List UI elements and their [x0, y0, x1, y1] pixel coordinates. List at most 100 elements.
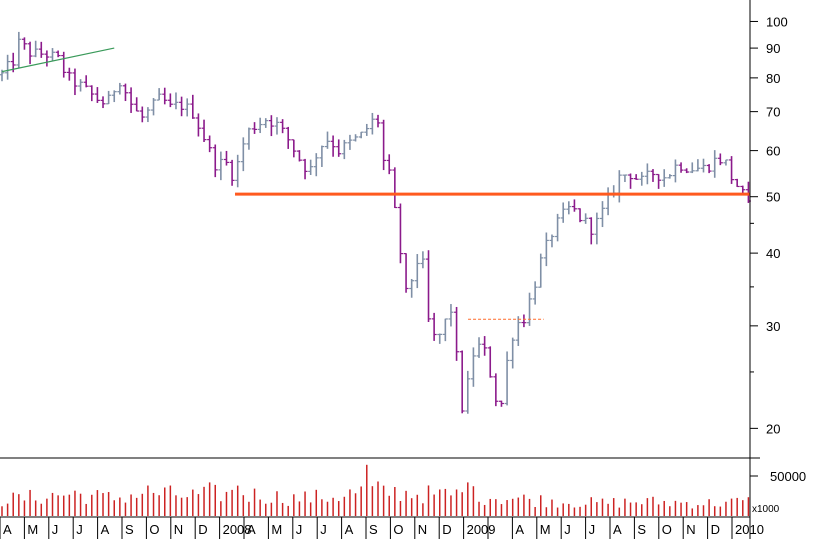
volume-multiplier-label: x1000 — [752, 504, 780, 515]
price-bar — [409, 278, 415, 298]
price-bar — [599, 201, 605, 228]
price-bar — [566, 201, 572, 215]
price-panel — [0, 31, 751, 414]
price-bar — [184, 98, 190, 117]
price-bar — [549, 234, 555, 248]
month-label: J — [589, 522, 596, 537]
month-label: O — [149, 522, 159, 537]
price-bar — [66, 67, 72, 81]
price-bar — [729, 156, 735, 184]
price-bar — [0, 69, 5, 82]
price-bar — [151, 98, 157, 116]
price-bar — [33, 40, 39, 58]
price-bar — [83, 75, 89, 88]
price-bar — [465, 370, 471, 414]
price-bar — [504, 351, 510, 406]
price-tick-label: 60 — [766, 144, 780, 159]
month-label: N — [418, 522, 427, 537]
price-bar — [375, 114, 381, 128]
price-bar — [583, 213, 589, 224]
price-bar — [319, 145, 325, 167]
price-bar — [27, 41, 33, 65]
price-bar — [498, 400, 504, 407]
price-bar — [532, 281, 538, 305]
price-bar — [61, 51, 67, 78]
month-label: M — [540, 522, 551, 537]
price-bars — [0, 31, 751, 414]
price-bar — [701, 158, 706, 173]
price-bar — [263, 118, 269, 128]
price-bar — [50, 48, 56, 62]
price-bar — [94, 87, 100, 103]
price-bar — [577, 208, 583, 223]
price-bar — [347, 134, 353, 150]
price-bar — [650, 169, 656, 182]
month-label: A — [515, 522, 524, 537]
price-bar — [695, 159, 701, 172]
price-bar — [476, 337, 482, 358]
price-bar — [16, 31, 22, 69]
price-bar — [527, 292, 533, 326]
price-bar — [588, 217, 594, 245]
price-bar — [437, 333, 443, 344]
price-bar — [285, 126, 291, 149]
month-label: M — [271, 522, 282, 537]
price-bar — [218, 151, 224, 181]
price-tick-label: 80 — [766, 71, 780, 86]
price-bar — [426, 250, 432, 322]
price-bar — [734, 178, 740, 188]
price-bar — [442, 318, 448, 342]
price-tick-label: 40 — [766, 246, 780, 261]
month-label: D — [442, 522, 451, 537]
price-bar — [706, 164, 712, 174]
price-bar — [134, 97, 140, 112]
price-tick-label: 100 — [766, 14, 788, 29]
volume-bars — [1, 464, 750, 516]
volume-axis-ticks: 50000 — [750, 469, 806, 484]
price-bar — [353, 134, 359, 142]
price-bar — [454, 306, 460, 361]
price-bar — [431, 312, 437, 341]
month-label: A — [247, 522, 256, 537]
price-tick-label: 50 — [766, 190, 780, 205]
price-bar — [240, 137, 246, 172]
price-bar — [313, 153, 319, 177]
price-bar — [201, 119, 207, 143]
price-bar — [723, 159, 729, 166]
price-tick-label: 30 — [766, 319, 780, 334]
price-bar — [274, 117, 280, 135]
price-bar — [672, 159, 678, 183]
volume-panel — [1, 464, 750, 516]
price-bar — [229, 159, 235, 186]
price-bar — [257, 117, 263, 134]
month-label: A — [3, 522, 12, 537]
price-bar — [487, 346, 493, 378]
price-bar — [100, 96, 106, 109]
price-bar — [369, 112, 375, 135]
price-bar — [633, 174, 639, 180]
price-bar — [622, 174, 628, 183]
price-bar — [414, 254, 420, 289]
price-bar — [162, 87, 168, 105]
price-bar — [358, 131, 364, 139]
price-bar — [555, 213, 561, 242]
price-bar — [128, 87, 134, 113]
price-bar — [252, 122, 258, 134]
price-bar — [459, 350, 465, 414]
month-label: 2009 — [467, 522, 496, 537]
price-bar — [628, 173, 634, 189]
price-bar — [667, 174, 673, 179]
price-bar — [296, 150, 302, 162]
price-bar — [515, 316, 521, 346]
month-label: 2008 — [223, 522, 252, 537]
price-bar — [330, 135, 336, 157]
price-bar — [89, 85, 95, 102]
price-bar — [72, 68, 78, 96]
month-label: S — [369, 522, 378, 537]
price-bar — [246, 127, 252, 150]
price-tick-label: 70 — [766, 105, 780, 120]
price-axis-ticks: 20 30 40 50 60 70 80 90 100 — [750, 14, 788, 436]
price-bar — [493, 373, 499, 407]
